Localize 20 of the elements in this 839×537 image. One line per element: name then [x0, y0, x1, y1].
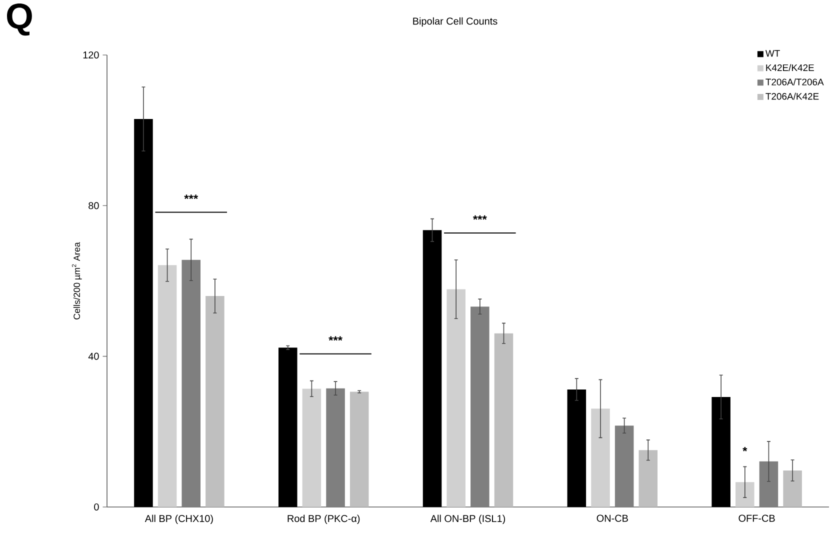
annotation: ***: [184, 194, 198, 200]
y-tick-label: 40: [88, 352, 99, 360]
x-tick-label: Rod BP (PKC-α): [288, 514, 360, 524]
x-tick-label: ON-CB: [596, 514, 628, 522]
annotation: ***: [472, 215, 487, 220]
chart-title: Bipolar Cell Counts: [413, 17, 498, 27]
text: Q: [7, 4, 32, 36]
legend-label: T206A/T206A: [766, 78, 824, 86]
y-tick-label: 0: [94, 503, 99, 511]
y-axis-title: Cells/200 µm$^{2}$ Area: [72, 242, 82, 320]
legend-label: K42E/K42E: [766, 64, 814, 72]
x-tick-label: All BP (CHX10): [144, 514, 213, 524]
x-tick-label: OFF-CB: [738, 514, 775, 522]
annotation: ***: [328, 336, 342, 341]
legend-label: WT: [765, 50, 780, 57]
y-tick-label: 120: [83, 51, 99, 59]
legend-label: T206A/K42E: [766, 92, 819, 100]
annotation: *: [742, 446, 748, 452]
y-tick-label: 80: [88, 202, 99, 210]
x-tick-label: All ON-BP (ISL1): [430, 514, 506, 524]
